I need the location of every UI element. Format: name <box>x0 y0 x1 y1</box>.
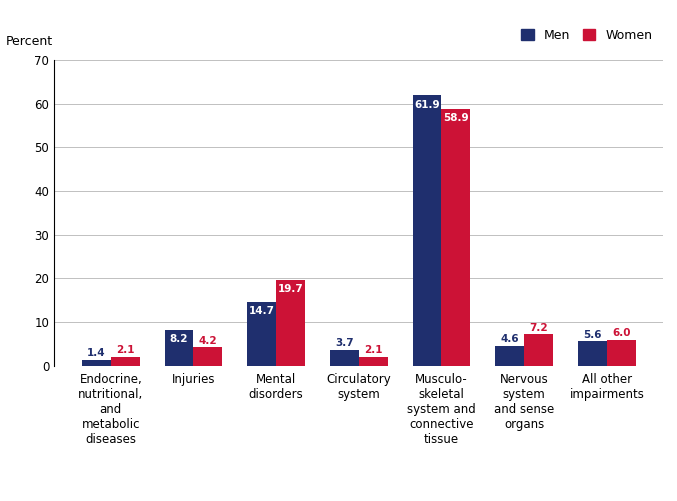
Text: 61.9: 61.9 <box>414 100 440 110</box>
Bar <box>607 340 636 366</box>
Text: 14.7: 14.7 <box>248 306 275 316</box>
Text: 2.1: 2.1 <box>116 345 135 355</box>
Bar <box>194 347 223 366</box>
Bar <box>412 96 441 366</box>
Text: 2.1: 2.1 <box>364 345 383 355</box>
Legend: Men, Women: Men, Women <box>517 24 657 47</box>
Bar <box>441 109 471 366</box>
Text: 19.7: 19.7 <box>278 284 303 294</box>
Bar <box>495 346 524 366</box>
Text: 8.2: 8.2 <box>170 334 188 344</box>
Text: 4.6: 4.6 <box>500 334 519 344</box>
Bar <box>330 350 359 366</box>
Bar <box>247 302 276 366</box>
Text: 4.2: 4.2 <box>198 336 217 346</box>
Bar <box>165 330 194 366</box>
Text: 5.6: 5.6 <box>583 330 602 340</box>
Bar <box>524 334 553 366</box>
Text: 6.0: 6.0 <box>612 328 630 338</box>
Text: 7.2: 7.2 <box>529 323 548 333</box>
Bar <box>111 357 139 366</box>
Text: 58.9: 58.9 <box>443 113 468 123</box>
Bar <box>82 360 111 366</box>
Bar <box>359 357 388 366</box>
Text: 1.4: 1.4 <box>87 348 106 358</box>
Text: 3.7: 3.7 <box>335 338 353 348</box>
Bar <box>578 341 607 366</box>
Text: Percent: Percent <box>5 35 53 48</box>
Bar <box>276 280 305 366</box>
